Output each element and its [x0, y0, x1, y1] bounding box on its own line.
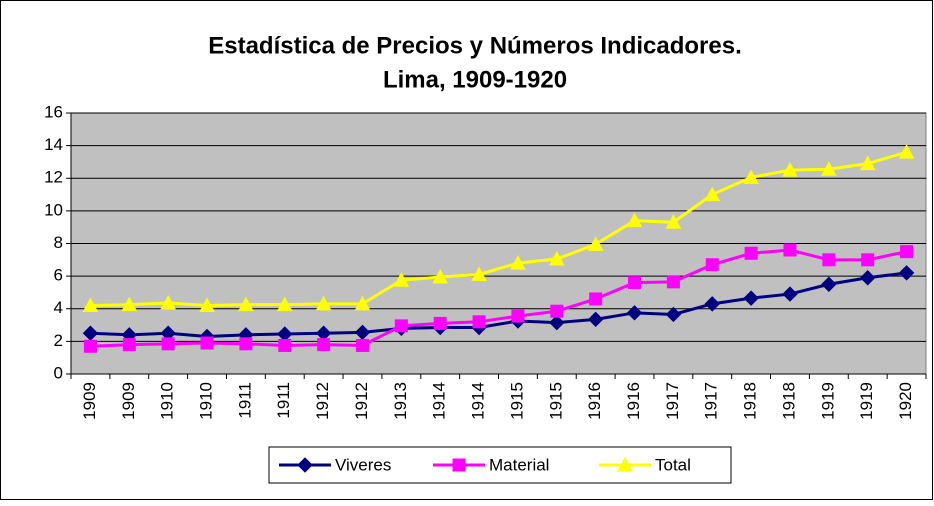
data-point [821, 276, 837, 292]
x-tick-label: 1916 [585, 382, 604, 420]
data-point [549, 314, 565, 331]
x-tick-label: 1910 [158, 382, 177, 420]
y-tick-label: 10 [44, 200, 63, 219]
data-point [82, 297, 99, 312]
y-tick-label: 4 [54, 298, 63, 317]
data-point [626, 212, 643, 228]
data-point [783, 243, 797, 257]
data-point [354, 295, 371, 311]
data-point [704, 296, 720, 312]
data-point [433, 316, 447, 330]
x-tick-label: 1914 [469, 382, 488, 420]
series-line [90, 248, 907, 348]
data-point [317, 338, 331, 352]
data-point [393, 272, 410, 287]
data-point [121, 296, 138, 312]
y-tick-label: 2 [54, 331, 63, 350]
data-point [432, 268, 449, 284]
data-point [782, 286, 798, 302]
x-tick-label: 1913 [391, 382, 410, 420]
y-tick-label: 0 [54, 363, 63, 382]
data-point [160, 294, 176, 310]
data-point [471, 266, 487, 281]
data-point [548, 250, 565, 266]
data-point [200, 336, 214, 350]
data-point [626, 305, 643, 321]
x-tick-label: 1918 [741, 382, 760, 420]
data-point [782, 162, 798, 177]
data-point [83, 339, 97, 353]
data-point [821, 161, 837, 176]
chart-title: Estadística de Precios y Números Indicad… [208, 32, 742, 59]
data-point [900, 245, 914, 259]
data-point [589, 292, 603, 306]
legend-label: Viveres [335, 455, 391, 474]
x-tick-label: 1919 [857, 382, 876, 420]
data-point [628, 276, 642, 290]
series-line [90, 271, 907, 338]
data-point [394, 319, 408, 333]
x-tick-label: 1909 [119, 382, 138, 420]
data-point [743, 290, 759, 306]
data-point [355, 338, 369, 352]
data-point [238, 296, 254, 312]
x-tick-label: 1917 [702, 382, 721, 420]
data-point [199, 297, 215, 312]
x-tick-label: 1915 [507, 382, 526, 420]
data-point [665, 306, 682, 323]
data-point [665, 214, 682, 229]
data-point [511, 309, 525, 323]
x-tick-label: 1910 [197, 382, 216, 420]
y-tick-label: 14 [44, 135, 63, 154]
legend-marker [617, 456, 633, 472]
y-tick-label: 12 [44, 168, 63, 187]
data-point [550, 304, 564, 318]
data-point [704, 186, 721, 202]
x-tick-label: 1912 [313, 382, 332, 420]
y-tick-label: 16 [44, 102, 63, 121]
y-tick-label: 6 [54, 266, 63, 285]
x-tick-label: 1919 [818, 382, 837, 420]
x-tick-label: 1912 [352, 382, 371, 420]
data-point [587, 236, 604, 251]
data-point [859, 270, 876, 286]
x-tick-label: 1915 [546, 382, 565, 420]
data-point [898, 265, 915, 281]
data-point [822, 253, 836, 267]
data-point [859, 155, 876, 171]
legend-label: Total [655, 455, 691, 474]
data-point [122, 338, 136, 352]
data-point [315, 295, 332, 311]
data-point [587, 311, 604, 328]
data-point [861, 253, 875, 267]
legend-box [268, 446, 732, 484]
x-tick-label: 1917 [663, 382, 682, 420]
series-line [90, 150, 907, 307]
data-point [743, 169, 759, 184]
x-tick-label: 1911 [274, 382, 293, 419]
legend-label: Material [489, 455, 549, 474]
data-point [898, 144, 915, 159]
data-point [276, 296, 293, 312]
legend-marker [297, 457, 313, 473]
y-tick-label: 8 [54, 233, 63, 252]
legend-marker [452, 458, 466, 472]
data-point [510, 255, 526, 270]
data-point [239, 337, 253, 351]
data-point [666, 275, 680, 289]
x-tick-label: 1914 [430, 382, 449, 420]
data-point [161, 337, 175, 351]
chart-title: Lima, 1909-1920 [383, 66, 567, 93]
data-point [278, 338, 292, 352]
data-point [472, 315, 486, 329]
x-tick-label: 1918 [779, 382, 798, 420]
x-tick-label: 1920 [896, 382, 915, 420]
x-tick-label: 1911 [235, 382, 254, 419]
data-point [744, 246, 758, 260]
data-point [705, 258, 719, 272]
x-tick-label: 1916 [624, 382, 643, 420]
x-tick-label: 1909 [80, 382, 99, 420]
